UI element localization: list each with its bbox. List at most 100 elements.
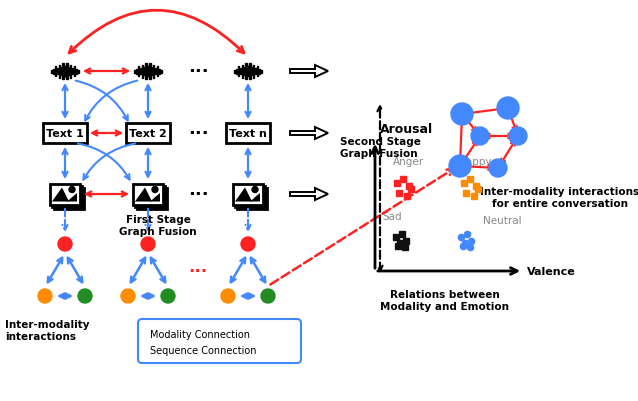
FancyArrow shape — [290, 188, 328, 200]
Bar — [72, 69, 73, 75]
Text: ···: ··· — [188, 262, 207, 280]
Polygon shape — [250, 194, 260, 202]
Circle shape — [38, 289, 52, 303]
Bar — [70, 65, 71, 78]
Polygon shape — [150, 194, 160, 202]
Bar — [258, 69, 260, 74]
Text: Relations between
Modality and Emotion: Relations between Modality and Emotion — [380, 289, 510, 311]
Circle shape — [497, 98, 519, 120]
Text: ···: ··· — [188, 63, 209, 81]
FancyBboxPatch shape — [233, 184, 263, 205]
FancyBboxPatch shape — [126, 124, 170, 144]
Polygon shape — [52, 188, 69, 202]
Polygon shape — [67, 194, 77, 202]
Bar — [158, 69, 160, 74]
Bar — [244, 68, 245, 76]
FancyBboxPatch shape — [133, 184, 163, 205]
Text: Text 2: Text 2 — [129, 129, 167, 139]
Bar — [138, 67, 139, 77]
FancyArrow shape — [290, 128, 328, 140]
Bar — [153, 65, 154, 78]
Bar — [134, 70, 136, 73]
Bar — [75, 69, 77, 74]
Text: Neutral: Neutral — [483, 215, 522, 225]
Bar — [73, 67, 75, 77]
Bar — [68, 68, 70, 76]
Text: Inter-modality interactions
for entire conversation: Inter-modality interactions for entire c… — [480, 186, 638, 208]
FancyBboxPatch shape — [135, 186, 165, 207]
Circle shape — [471, 128, 489, 146]
Bar — [53, 69, 54, 74]
Text: Arousal: Arousal — [380, 123, 433, 136]
Bar — [240, 69, 241, 75]
Circle shape — [121, 289, 135, 303]
FancyBboxPatch shape — [226, 124, 270, 144]
Bar — [140, 69, 141, 75]
Text: Second Stage
Graph Fusion: Second Stage Graph Fusion — [340, 137, 421, 158]
Text: Text 1: Text 1 — [46, 129, 84, 139]
Circle shape — [69, 187, 75, 193]
Polygon shape — [235, 188, 252, 202]
Bar — [248, 67, 249, 77]
Bar — [61, 68, 62, 76]
FancyBboxPatch shape — [137, 188, 167, 209]
Circle shape — [241, 237, 255, 251]
Bar — [144, 68, 145, 76]
Text: Valence: Valence — [527, 266, 575, 276]
Text: Happy: Happy — [458, 157, 492, 166]
Circle shape — [221, 289, 235, 303]
Circle shape — [449, 156, 471, 178]
Bar — [255, 69, 256, 75]
Bar — [236, 69, 237, 74]
Bar — [66, 64, 68, 80]
FancyBboxPatch shape — [237, 188, 267, 209]
Bar — [51, 70, 52, 73]
Text: First Stage
Graph Fusion: First Stage Graph Fusion — [119, 215, 197, 236]
Bar — [59, 65, 60, 78]
Bar — [234, 70, 235, 73]
Bar — [142, 65, 143, 78]
FancyBboxPatch shape — [43, 124, 87, 144]
Text: Sequence Connection: Sequence Connection — [150, 345, 256, 355]
Text: Sad: Sad — [382, 211, 402, 221]
Bar — [155, 69, 156, 75]
FancyArrow shape — [290, 66, 328, 78]
Circle shape — [161, 289, 175, 303]
Bar — [63, 64, 64, 80]
Bar — [157, 67, 158, 77]
Bar — [149, 64, 151, 80]
Polygon shape — [135, 188, 152, 202]
FancyBboxPatch shape — [52, 186, 82, 207]
Circle shape — [489, 160, 507, 178]
Bar — [57, 69, 58, 75]
Circle shape — [78, 289, 92, 303]
Bar — [145, 64, 147, 80]
Text: ···: ··· — [188, 125, 209, 143]
Bar — [251, 68, 253, 76]
Bar — [147, 67, 149, 77]
Circle shape — [261, 289, 275, 303]
Text: Text n: Text n — [229, 129, 267, 139]
Bar — [256, 67, 258, 77]
Text: ···: ··· — [188, 186, 209, 203]
Bar — [55, 67, 56, 77]
Bar — [136, 69, 137, 74]
Bar — [238, 67, 239, 77]
Bar — [260, 70, 262, 73]
Bar — [64, 67, 66, 77]
Bar — [246, 64, 247, 80]
Bar — [249, 64, 251, 80]
Bar — [160, 70, 162, 73]
Text: Anger: Anger — [392, 157, 424, 166]
Circle shape — [141, 237, 155, 251]
FancyBboxPatch shape — [54, 188, 84, 209]
FancyBboxPatch shape — [138, 319, 301, 363]
FancyBboxPatch shape — [235, 186, 265, 207]
Circle shape — [252, 187, 258, 193]
Circle shape — [58, 237, 72, 251]
Circle shape — [509, 128, 527, 146]
Bar — [242, 65, 243, 78]
Circle shape — [152, 187, 158, 193]
Circle shape — [451, 104, 473, 126]
FancyBboxPatch shape — [50, 184, 80, 205]
